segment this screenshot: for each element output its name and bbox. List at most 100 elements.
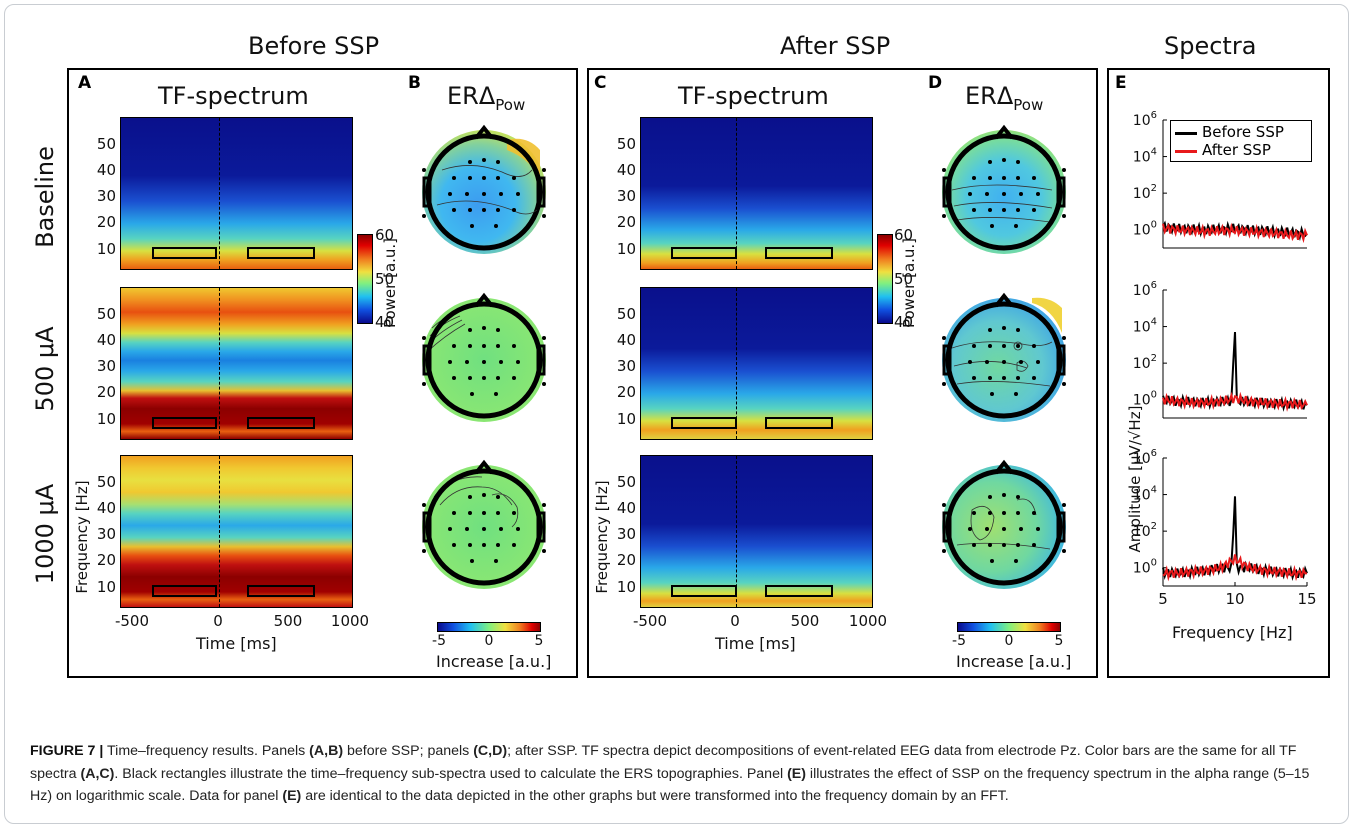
spectra-ytick-label: 100 bbox=[1133, 220, 1157, 239]
hcbar-tick: 0 bbox=[484, 633, 494, 649]
panel-letter-b: B bbox=[408, 73, 421, 93]
topoplot-500ua-before bbox=[422, 292, 546, 422]
before-ssp-title: Before SSP bbox=[248, 32, 380, 60]
spectra-title: Spectra bbox=[1164, 32, 1257, 60]
hcbar-tick: 5 bbox=[1054, 633, 1064, 649]
ytick: 30 bbox=[616, 525, 636, 543]
ytick: 50 bbox=[96, 305, 116, 323]
spectra-xtick-label: 5 bbox=[1158, 590, 1168, 608]
tf-heatmap-after-500ua bbox=[640, 287, 873, 440]
ytick: 10 bbox=[96, 410, 116, 428]
ytick: 30 bbox=[616, 357, 636, 375]
row-label-1000ua: 1000 μA bbox=[31, 483, 59, 585]
power-colorbar-label-before: Power [a.u.] bbox=[381, 237, 399, 329]
ytick: 20 bbox=[616, 551, 636, 569]
ytick: 20 bbox=[616, 383, 636, 401]
spectra-series-line bbox=[1162, 391, 1308, 412]
ytick: 10 bbox=[616, 240, 636, 258]
spectra-series-line bbox=[1162, 496, 1308, 582]
after-ssp-title: After SSP bbox=[780, 32, 891, 60]
spectra-legend: Before SSP After SSP bbox=[1170, 120, 1312, 162]
panel-letter-a: A bbox=[78, 73, 92, 93]
power-colorbar-label-after: Power [a.u.] bbox=[900, 237, 918, 329]
legend-label-after: After SSP bbox=[1202, 141, 1271, 159]
ytick: 50 bbox=[616, 473, 636, 491]
frequency-axis-label-before: Frequency [Hz] bbox=[73, 480, 91, 594]
xtick: 500 bbox=[790, 612, 820, 630]
figure-caption: FIGURE 7 | Time–frequency results. Panel… bbox=[30, 743, 1310, 804]
amplitude-axis-label: Amplitude [μV/√Hz] bbox=[1126, 405, 1144, 553]
increase-label-after: Increase [a.u.] bbox=[956, 652, 1072, 671]
spectra-ytick-label: 102 bbox=[1133, 183, 1157, 202]
hcbar-tick: -5 bbox=[952, 633, 966, 649]
topoplot-baseline-after bbox=[942, 124, 1066, 254]
increase-colorbar-before bbox=[437, 622, 541, 632]
frequency-axis-label-after: Frequency [Hz] bbox=[593, 480, 611, 594]
spectra-series-line bbox=[1162, 222, 1308, 244]
legend-swatch-after bbox=[1175, 150, 1197, 153]
ytick: 10 bbox=[616, 578, 636, 596]
xtick: 1000 bbox=[330, 612, 370, 630]
tf-heatmap-before-500ua bbox=[120, 287, 353, 440]
ytick: 40 bbox=[96, 331, 116, 349]
ytick: 40 bbox=[96, 161, 116, 179]
increase-label-before: Increase [a.u.] bbox=[436, 652, 552, 671]
spectra-ytick-label: 100 bbox=[1133, 558, 1157, 577]
row-label-500ua: 500 μA bbox=[31, 326, 59, 412]
ytick: 30 bbox=[616, 187, 636, 205]
ytick: 30 bbox=[96, 357, 116, 375]
power-colorbar-before bbox=[357, 234, 373, 324]
time-axis-label-before: Time [ms] bbox=[196, 634, 277, 653]
ytick: 40 bbox=[616, 499, 636, 517]
cbar-tick: 60 bbox=[375, 226, 395, 244]
spectra-series-line bbox=[1162, 554, 1308, 582]
tf-heatmap-after-baseline bbox=[640, 117, 873, 270]
legend-swatch-before bbox=[1175, 132, 1197, 135]
ytick: 30 bbox=[96, 525, 116, 543]
xtick: -500 bbox=[632, 612, 668, 630]
ytick: 50 bbox=[96, 135, 116, 153]
ytick: 40 bbox=[96, 499, 116, 517]
tf-heatmap-before-1000ua bbox=[120, 455, 353, 608]
ytick: 10 bbox=[616, 410, 636, 428]
er-title-before: ERΔPow bbox=[447, 82, 526, 114]
ytick: 20 bbox=[96, 383, 116, 401]
topoplot-500ua-after bbox=[942, 292, 1066, 422]
power-colorbar-after bbox=[877, 234, 893, 324]
ytick: 10 bbox=[96, 578, 116, 596]
row-label-baseline: Baseline bbox=[31, 146, 59, 248]
increase-colorbar-after bbox=[957, 622, 1061, 632]
topoplot-1000ua-before bbox=[422, 459, 546, 589]
cbar-tick: 60 bbox=[894, 226, 914, 244]
ytick: 40 bbox=[616, 331, 636, 349]
cbar-tick: 40 bbox=[375, 313, 395, 331]
spectra-frequency-axis-label: Frequency [Hz] bbox=[1172, 623, 1293, 642]
spectra-ytick-label: 106 bbox=[1133, 280, 1157, 299]
ytick: 20 bbox=[96, 551, 116, 569]
xtick: 1000 bbox=[848, 612, 888, 630]
topoplots-before bbox=[422, 124, 546, 589]
tf-heatmap-after-1000ua bbox=[640, 455, 873, 608]
panel-letter-d: D bbox=[928, 73, 943, 93]
topoplot-baseline-before bbox=[422, 124, 546, 254]
cbar-tick: 50 bbox=[375, 270, 395, 288]
spectra-ytick-label: 104 bbox=[1133, 147, 1157, 166]
time-axis-label-after: Time [ms] bbox=[715, 634, 796, 653]
hcbar-tick: -5 bbox=[432, 633, 446, 649]
spectra-ytick-label: 102 bbox=[1133, 353, 1157, 372]
spectra-ytick-label: 106 bbox=[1133, 110, 1157, 129]
ytick: 30 bbox=[96, 187, 116, 205]
xtick: -500 bbox=[114, 612, 150, 630]
ytick: 40 bbox=[616, 161, 636, 179]
xtick: 0 bbox=[213, 612, 223, 630]
er-title-after: ERΔPow bbox=[965, 82, 1044, 114]
hcbar-tick: 5 bbox=[534, 633, 544, 649]
panel-letter-c: C bbox=[594, 73, 607, 93]
xtick: 0 bbox=[730, 612, 740, 630]
panel-letter-e: E bbox=[1115, 73, 1127, 93]
hcbar-tick: 0 bbox=[1004, 633, 1014, 649]
cbar-tick: 50 bbox=[894, 270, 914, 288]
ytick: 50 bbox=[96, 473, 116, 491]
ytick: 50 bbox=[616, 135, 636, 153]
